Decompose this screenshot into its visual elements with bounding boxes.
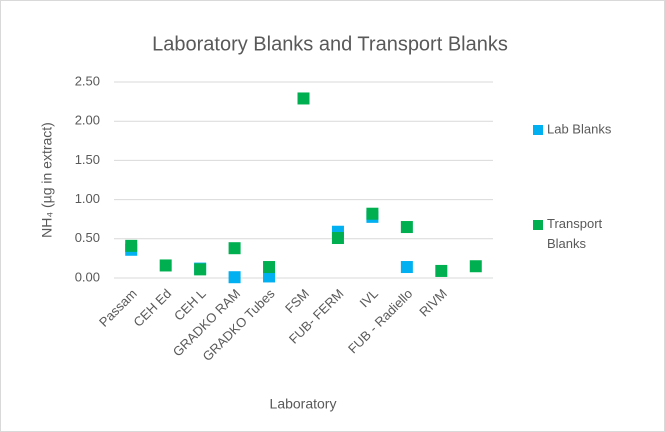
marker bbox=[366, 207, 379, 220]
y-tick-label: 0.50 bbox=[75, 230, 100, 245]
legend-swatch bbox=[533, 125, 543, 135]
marker bbox=[159, 259, 172, 272]
marker bbox=[331, 232, 344, 245]
chart-title: Laboratory Blanks and Transport Blanks bbox=[152, 33, 508, 55]
marker bbox=[469, 260, 482, 273]
y-tick-label: 2.50 bbox=[75, 73, 100, 88]
x-axis-title: Laboratory bbox=[270, 396, 337, 412]
y-tick-label: 1.50 bbox=[75, 152, 100, 167]
y-tick-label: 0.00 bbox=[75, 269, 100, 284]
marker bbox=[263, 261, 276, 274]
marker bbox=[297, 92, 310, 105]
marker bbox=[263, 270, 276, 283]
y-tick-label: 2.00 bbox=[75, 113, 100, 128]
legend-label: Lab Blanks bbox=[547, 121, 612, 136]
marker bbox=[228, 242, 241, 255]
marker bbox=[125, 239, 138, 252]
legend-swatch bbox=[533, 220, 543, 230]
marker bbox=[228, 271, 241, 284]
y-axis-title: NH₄ (µg in extract) bbox=[39, 122, 55, 238]
marker bbox=[400, 261, 413, 274]
y-tick-label: 1.00 bbox=[75, 191, 100, 206]
legend-label: Transport Blanks bbox=[547, 216, 606, 251]
marker bbox=[194, 263, 207, 276]
marker bbox=[435, 264, 448, 277]
marker bbox=[400, 221, 413, 234]
